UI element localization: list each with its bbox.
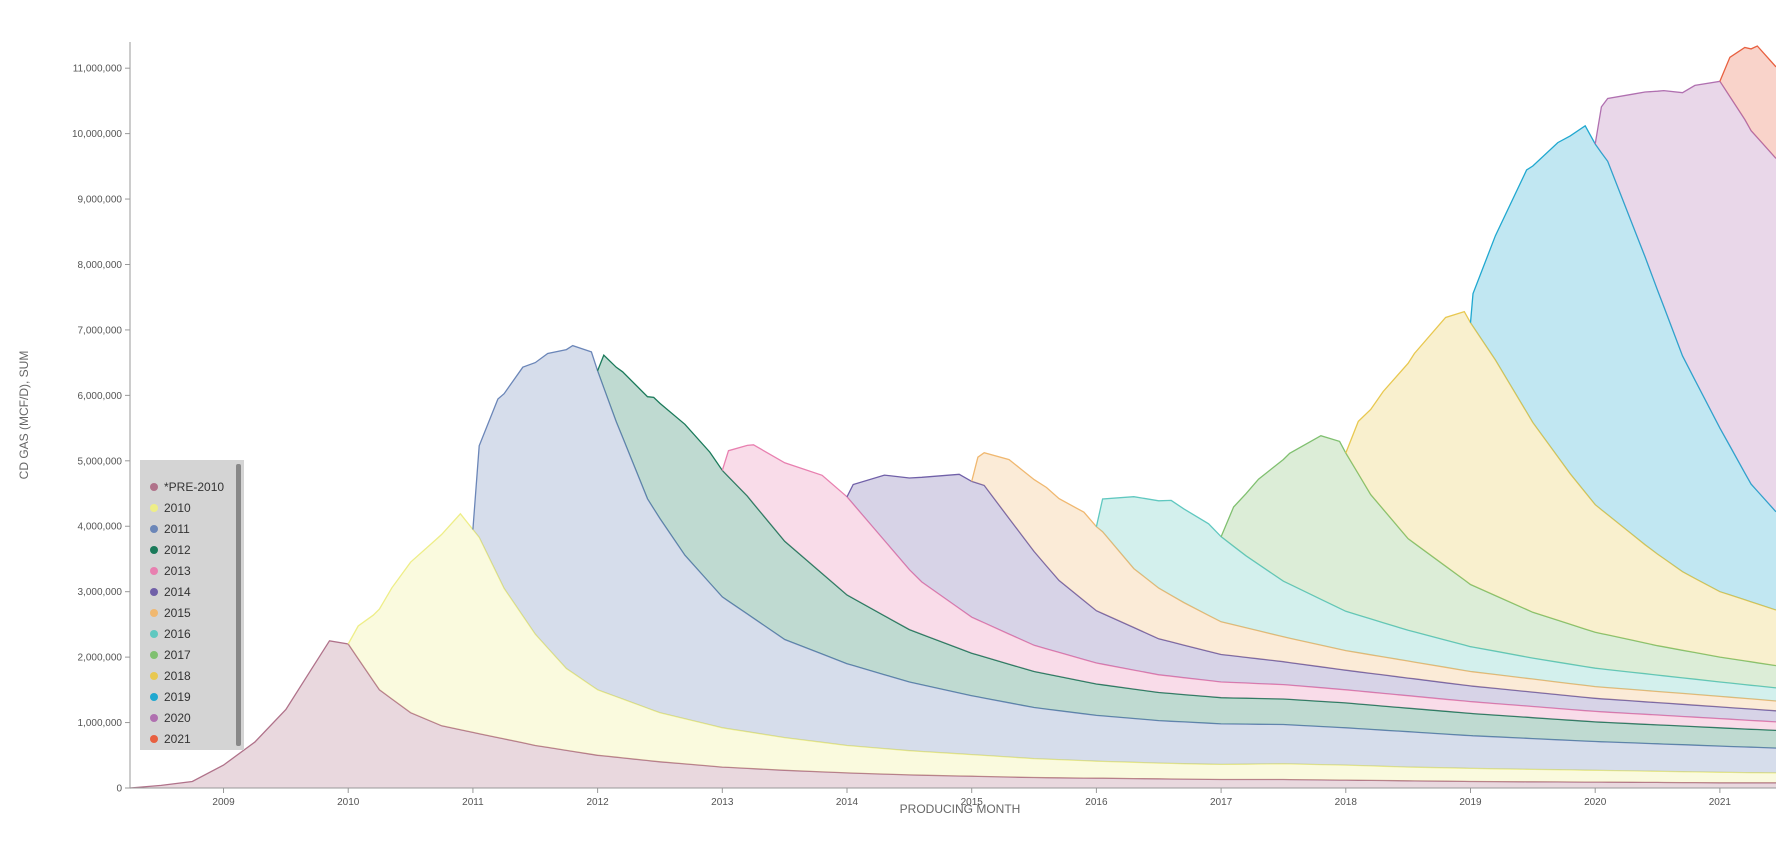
y-axis-title: CD GAS (MCF/D), SUM: [17, 351, 31, 480]
x-tick-label: 2012: [586, 797, 609, 808]
x-tick-label: 2014: [836, 797, 859, 808]
legend-swatch-icon: [150, 608, 158, 617]
area-series-2017: [1221, 435, 1776, 688]
legend-item[interactable]: 2013: [150, 560, 244, 581]
line-series-2017: [1220, 434, 1776, 667]
line-series-2020: [1594, 80, 1776, 159]
y-tick-label: 3,000,000: [78, 587, 123, 598]
legend-label: 2010: [164, 500, 191, 515]
y-tick-label: 5,000,000: [78, 456, 123, 467]
legend: *PRE-2010 2010 2011 2012 2013 2014 2015 2016 201…: [140, 460, 244, 750]
y-tick-label: 11,000,000: [73, 64, 123, 75]
x-tick-label: 2018: [1335, 797, 1358, 808]
x-tick-label: 2021: [1709, 797, 1732, 808]
x-tick-label: 2020: [1584, 797, 1607, 808]
legend-label: 2018: [164, 668, 191, 683]
line-series-2010: [347, 512, 1776, 774]
line-series-2018: [1345, 310, 1776, 611]
legend-item[interactable]: 2010: [150, 497, 244, 518]
area-series-pre2010: [130, 640, 1776, 788]
legend-swatch-icon: [150, 734, 158, 743]
legend-swatch-icon: [150, 671, 158, 680]
x-tick-label: 2011: [462, 797, 484, 808]
legend-label: 2013: [164, 563, 191, 578]
line-series-2021: [1719, 45, 1776, 82]
x-tick-label: 2017: [1210, 797, 1233, 808]
legend-swatch-icon: [150, 524, 158, 533]
legend-label: 2014: [164, 584, 191, 599]
legend-item[interactable]: 2017: [150, 644, 244, 665]
legend-swatch-icon: [150, 587, 158, 596]
y-tick-label: 4,000,000: [78, 522, 123, 533]
legend-swatch-icon: [150, 629, 158, 638]
legend-swatch-icon: [150, 650, 158, 659]
y-tick-label: 1,000,000: [78, 718, 123, 729]
line-series-2011: [472, 344, 1776, 749]
x-tick-label: 2010: [337, 797, 360, 808]
line-series-2012: [596, 353, 1776, 732]
legend-label: *PRE-2010: [164, 479, 225, 494]
legend-item[interactable]: 2019: [150, 686, 244, 707]
legend-item[interactable]: 2015: [150, 602, 244, 623]
legend-item[interactable]: 2021: [150, 728, 244, 749]
y-tick-label: 0: [116, 784, 122, 795]
legend-label: 2012: [164, 542, 191, 557]
legend-item[interactable]: 2020: [150, 707, 244, 728]
legend-swatch-icon: [150, 482, 158, 491]
legend-swatch-icon: [150, 566, 158, 575]
legend-item[interactable]: 2012: [150, 539, 244, 560]
legend-item[interactable]: 2016: [150, 623, 244, 644]
x-tick-label: 2015: [961, 797, 984, 808]
y-tick-label: 6,000,000: [78, 391, 123, 402]
legend-label: 2011: [164, 521, 190, 536]
legend-label: 2020: [164, 710, 191, 725]
area-series-2014: [847, 474, 1776, 722]
legend-item[interactable]: 2011: [150, 518, 244, 539]
area-series-2020: [1595, 81, 1776, 512]
line-series-2019: [1469, 124, 1776, 513]
y-tick-label: 7,000,000: [78, 325, 123, 336]
area-series-2021: [1719, 46, 1776, 159]
legend-swatch-icon: [150, 503, 158, 512]
legend-label: 2021: [164, 731, 191, 746]
legend-label: 2017: [164, 647, 191, 662]
legend-label: 2015: [164, 605, 191, 620]
line-series-2014: [846, 473, 1776, 712]
legend-label: 2019: [164, 689, 191, 704]
y-tick-label: 10,000,000: [72, 129, 122, 140]
area-series-2019: [1470, 125, 1776, 611]
line-series-2016: [1095, 496, 1776, 689]
area-series-2012: [597, 355, 1776, 749]
y-tick-label: 2,000,000: [78, 653, 123, 664]
x-tick-label: 2009: [212, 797, 235, 808]
legend-scrollbar[interactable]: [236, 464, 241, 746]
line-series-2013: [721, 444, 1776, 723]
x-tick-label: 2019: [1459, 797, 1482, 808]
line-series-pre2010: [129, 640, 1776, 789]
area-series-2015: [971, 452, 1776, 711]
y-tick-label: 9,000,000: [78, 195, 123, 206]
x-tick-label: 2016: [1085, 797, 1108, 808]
legend-swatch-icon: [150, 692, 158, 701]
x-axis-title: PRODUCING MONTH: [900, 802, 1021, 816]
area-series-2011: [472, 345, 1776, 773]
legend-item[interactable]: 2018: [150, 665, 244, 686]
legend-swatch-icon: [150, 713, 158, 722]
area-series-2018: [1345, 311, 1776, 666]
area-series-2016: [1096, 496, 1776, 701]
x-tick-label: 2013: [711, 797, 734, 808]
legend-swatch-icon: [150, 545, 158, 554]
legend-item[interactable]: *PRE-2010: [150, 476, 244, 497]
legend-label: 2016: [164, 626, 191, 641]
y-tick-label: 8,000,000: [78, 260, 123, 271]
legend-item[interactable]: 2014: [150, 581, 244, 602]
